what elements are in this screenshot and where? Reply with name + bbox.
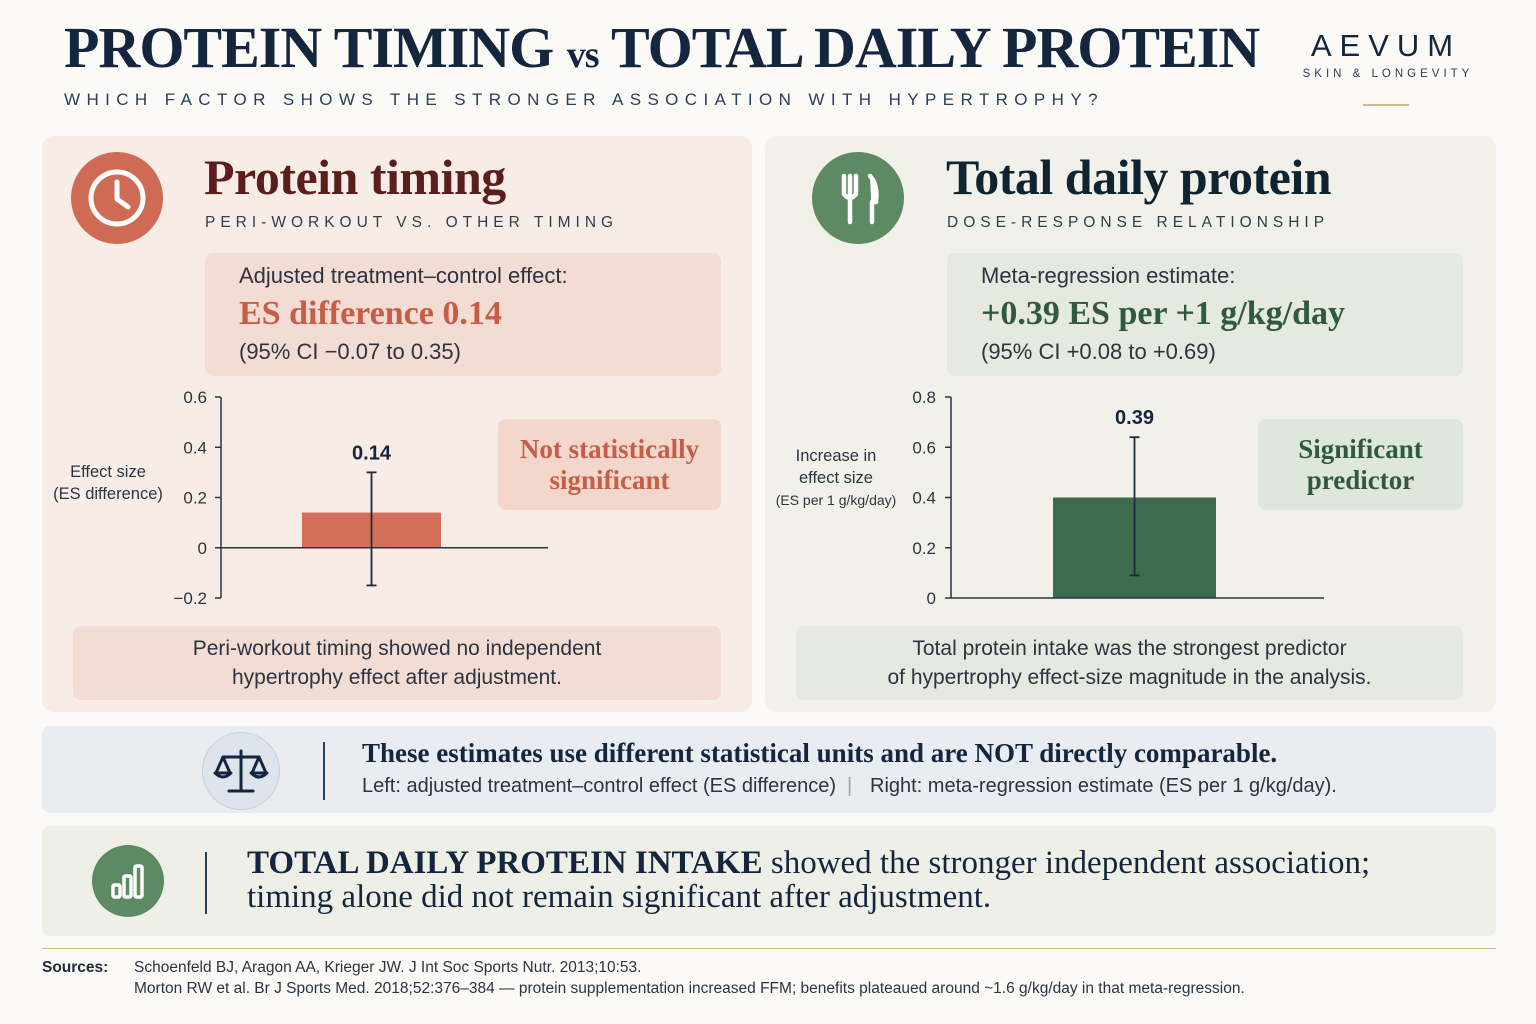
- note-line: Peri-workout timing showed no independen…: [192, 637, 602, 660]
- y-tick-label: 0: [198, 539, 207, 558]
- source-citation-1: Schoenfeld BJ, Aragon AA, Krieger JW. J …: [134, 959, 642, 976]
- y-tick-label: 0.4: [183, 438, 207, 457]
- badge-line: Significant: [1298, 433, 1423, 464]
- brand-logo: AEVUM: [1310, 28, 1462, 63]
- source-citation-2: Morton RW et al. Br J Sports Med. 2018;5…: [134, 980, 1245, 997]
- total-stat-value: +0.39 ES per +1 g/kg/day: [981, 295, 1346, 332]
- panel-title-timing: Protein timing: [204, 149, 506, 205]
- clock-icon: [71, 152, 163, 244]
- timing-y-axis-label: Effect size (ES difference): [48, 461, 168, 505]
- total-stat-box: Meta-regression estimate: +0.39 ES per +…: [947, 253, 1463, 376]
- bar-value-label: 0.14: [352, 442, 392, 464]
- conclusion-line2: timing alone did not remain significant …: [247, 879, 992, 915]
- y-tick-label: 0.6: [912, 438, 936, 457]
- note-line: Total protein intake was the strongest p…: [912, 637, 1347, 660]
- scale-icon: [202, 732, 280, 810]
- title-vs: vs: [566, 34, 600, 76]
- bar-value-label: 0.39: [1115, 407, 1154, 429]
- panel-subtitle-timing: PERI-WORKOUT VS. OTHER TIMING: [205, 214, 619, 231]
- total-y-label-line: (ES per 1 g/kg/day): [775, 492, 897, 508]
- total-note: Total protein intake was the strongest p…: [796, 626, 1463, 700]
- timing-y-label-line: (ES difference): [53, 485, 163, 503]
- comparison-right-text: Right: meta-regression estimate (ES per …: [870, 775, 1337, 797]
- conclusion-banner: [42, 826, 1496, 936]
- y-tick-label: 0.6: [183, 388, 207, 407]
- conclusion-text: TOTAL DAILY PROTEIN INTAKE showed the st…: [247, 846, 1447, 914]
- total-y-axis-label: Increase in effect size (ES per 1 g/kg/d…: [771, 445, 901, 511]
- comparison-banner: [42, 726, 1496, 813]
- note-line: hypertrophy effect after adjustment.: [232, 666, 562, 689]
- badge-line: predictor: [1306, 464, 1415, 495]
- timing-stat-ci: (95% CI −0.07 to 0.35): [239, 339, 461, 364]
- comparison-separator: |: [847, 775, 853, 797]
- fork-knife-icon: [812, 152, 904, 244]
- total-protein-panel: Total daily protein DOSE-RESPONSE RELATI…: [765, 136, 1496, 712]
- comparison-left-text: Left: adjusted treatment–control effect …: [362, 775, 836, 797]
- y-tick-label: 0.4: [912, 489, 936, 508]
- y-tick-label: 0.2: [912, 539, 936, 558]
- y-tick-label: 0.8: [912, 388, 936, 407]
- conclusion-rest: showed the stronger independent associat…: [762, 845, 1371, 881]
- y-tick-label: 0.2: [183, 489, 207, 508]
- sources-rule: [42, 948, 1496, 949]
- y-tick-label: −0.2: [173, 589, 207, 608]
- total-y-label-line: effect size: [799, 469, 873, 487]
- main-title: PROTEIN TIMING vs TOTAL DAILY PROTEIN: [64, 14, 1260, 81]
- panel-subtitle-total: DOSE-RESPONSE RELATIONSHIP: [947, 214, 1330, 231]
- comparison-divider: [323, 742, 325, 800]
- sources-label: Sources:: [42, 959, 109, 976]
- brand-tagline: SKIN & LONGEVITY: [1302, 68, 1474, 80]
- not-significant-badge: Not statistically significant: [498, 419, 721, 510]
- total-stat-ci: (95% CI +0.08 to +0.69): [981, 339, 1216, 364]
- total-y-label-line: Increase in: [795, 447, 877, 465]
- page-subtitle: WHICH FACTOR SHOWS THE STRONGER ASSOCIAT…: [64, 90, 1104, 109]
- timing-stat-value: ES difference 0.14: [239, 295, 502, 332]
- brand-underline: [1363, 104, 1409, 106]
- title-part-a: PROTEIN TIMING: [64, 15, 554, 80]
- timing-note: Peri-workout timing showed no independen…: [73, 626, 721, 700]
- panel-title-total: Total daily protein: [946, 149, 1332, 205]
- badge-line: Not statistically: [519, 433, 700, 464]
- protein-timing-panel: Protein timing PERI-WORKOUT VS. OTHER TI…: [42, 136, 752, 712]
- conclusion-emphasis: TOTAL DAILY PROTEIN INTAKE: [247, 845, 763, 881]
- comparison-headline: These estimates use different statistica…: [362, 738, 1278, 768]
- conclusion-divider: [205, 852, 207, 914]
- note-line: of hypertrophy effect-size magnitude in …: [887, 666, 1372, 689]
- total-stat-label: Meta-regression estimate:: [981, 263, 1236, 288]
- timing-stat-box: Adjusted treatment–control effect: ES di…: [205, 253, 721, 376]
- timing-stat-label: Adjusted treatment–control effect:: [239, 263, 568, 288]
- significant-predictor-badge: Significant predictor: [1258, 419, 1463, 510]
- y-tick-label: 0: [927, 589, 936, 608]
- bar-chart-icon: [92, 845, 164, 917]
- timing-y-label-line: Effect size: [70, 463, 146, 481]
- title-part-b: TOTAL DAILY PROTEIN: [611, 15, 1260, 80]
- badge-line: significant: [549, 464, 670, 495]
